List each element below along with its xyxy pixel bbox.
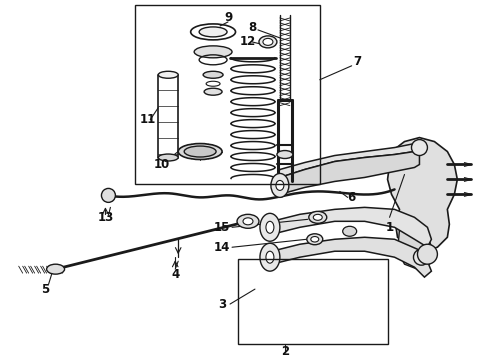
Circle shape — [417, 244, 438, 264]
Text: 4: 4 — [171, 267, 179, 281]
Bar — [238, 259, 388, 344]
Text: 7: 7 — [354, 55, 362, 68]
Polygon shape — [278, 144, 419, 177]
Text: 2: 2 — [281, 345, 289, 359]
Ellipse shape — [311, 237, 319, 242]
Ellipse shape — [260, 213, 280, 241]
Text: 9: 9 — [224, 12, 232, 24]
Circle shape — [101, 188, 116, 202]
Ellipse shape — [343, 226, 357, 236]
Circle shape — [412, 140, 427, 156]
Ellipse shape — [266, 251, 274, 263]
Ellipse shape — [263, 39, 273, 45]
Ellipse shape — [47, 264, 65, 274]
Polygon shape — [268, 207, 431, 247]
Ellipse shape — [178, 144, 222, 159]
Ellipse shape — [309, 211, 327, 223]
Ellipse shape — [199, 27, 227, 37]
Ellipse shape — [158, 154, 178, 161]
Ellipse shape — [203, 71, 223, 78]
Ellipse shape — [313, 214, 322, 220]
Text: 14: 14 — [214, 241, 230, 254]
Text: 3: 3 — [218, 298, 226, 311]
Text: 11: 11 — [140, 113, 156, 126]
Text: 6: 6 — [347, 191, 356, 204]
Text: 8: 8 — [248, 21, 256, 35]
Circle shape — [414, 249, 429, 265]
Ellipse shape — [237, 214, 259, 228]
Ellipse shape — [260, 243, 280, 271]
Text: 15: 15 — [214, 221, 230, 234]
Polygon shape — [397, 229, 435, 269]
Ellipse shape — [276, 180, 284, 190]
Text: 1: 1 — [386, 221, 393, 234]
Text: 5: 5 — [42, 283, 50, 296]
Ellipse shape — [243, 218, 253, 225]
Text: 12: 12 — [240, 35, 256, 48]
Ellipse shape — [259, 36, 277, 48]
Text: 10: 10 — [154, 158, 171, 171]
Polygon shape — [278, 148, 419, 194]
Polygon shape — [268, 237, 431, 277]
Ellipse shape — [194, 46, 232, 58]
Ellipse shape — [204, 88, 222, 95]
Ellipse shape — [277, 150, 293, 158]
Polygon shape — [388, 138, 457, 251]
Ellipse shape — [184, 146, 216, 157]
Text: 13: 13 — [98, 211, 114, 224]
Bar — [135, 5, 320, 184]
Ellipse shape — [266, 221, 274, 233]
Ellipse shape — [271, 174, 289, 197]
Ellipse shape — [158, 71, 178, 78]
Ellipse shape — [307, 234, 323, 245]
